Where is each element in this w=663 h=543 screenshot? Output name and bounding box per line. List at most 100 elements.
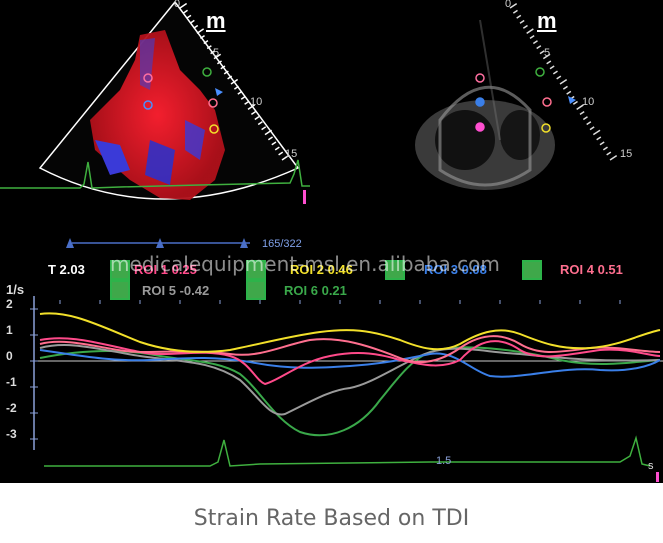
roi-6-toggle[interactable] [246, 280, 266, 300]
roi-5-curve [39, 344, 661, 416]
roi-2-curve [39, 312, 661, 353]
depth-tick [559, 78, 568, 85]
depth-tick [267, 136, 273, 141]
roi-3-toggle[interactable] [385, 260, 405, 280]
left-depth-5: 5 [213, 47, 220, 59]
roi-3-label: ROI 3 0.08 [424, 262, 487, 277]
y-tick: -3 [6, 427, 17, 441]
depth-tick [210, 50, 216, 55]
depth-tick [179, 2, 188, 9]
depth-tick [230, 78, 239, 85]
roi-2-toggle[interactable] [246, 260, 266, 280]
depth-tick [203, 40, 209, 45]
depth-tick [519, 19, 525, 24]
depth-tick [223, 70, 229, 75]
depth-tick [281, 154, 290, 161]
left-depth-10: 10 [250, 96, 263, 108]
depth-tick [250, 110, 256, 116]
left-m-logo: m [206, 8, 226, 33]
y-tick: 0 [6, 349, 13, 363]
roi-3-curve [39, 349, 661, 378]
depth-tick [529, 35, 535, 40]
cine-timeline[interactable] [60, 234, 260, 252]
depth-tick [227, 75, 233, 80]
depth-tick [196, 28, 205, 34]
right-depth-15: 15 [620, 148, 633, 160]
depth-tick [189, 19, 195, 24]
depth-tick [572, 100, 578, 105]
depth-tick [589, 126, 595, 131]
depth-tick [539, 50, 545, 55]
roi-1-curve [39, 337, 661, 386]
caption: Strain Rate Based on TDI [193, 506, 470, 531]
depth-tick [522, 24, 528, 29]
depth-tick [516, 14, 522, 19]
right-depth-5: 5 [544, 47, 551, 59]
depth-tick [271, 141, 277, 146]
tdi-sector-view [38, 0, 300, 200]
frame-counter: 165/322 [262, 238, 302, 250]
depth-tick [244, 100, 250, 105]
depth-tick [609, 154, 618, 161]
roi-4-label: ROI 4 0.51 [560, 262, 623, 277]
right-depth-10: 10 [582, 96, 595, 108]
x-axis-label: 1.5 [436, 455, 452, 467]
bottom-ecg-trace [44, 435, 651, 467]
y-unit-label: 1/s [6, 282, 25, 297]
depth-tick [182, 9, 188, 14]
depth-tick [552, 70, 558, 75]
depth-tick [556, 75, 562, 80]
end-marker [656, 472, 659, 482]
depth-tick [254, 116, 260, 121]
bmode-sector-view [415, 2, 618, 190]
depth-tick [278, 151, 284, 156]
depth-tick [509, 2, 518, 9]
roi-6-curve [39, 346, 661, 437]
depth-tick [186, 14, 192, 19]
y-tick: 1 [6, 323, 13, 337]
depth-tick [542, 53, 551, 60]
depth-tick [526, 28, 534, 34]
depth-tick [582, 116, 588, 121]
top-ecg-trace [0, 159, 310, 204]
depth-tick [247, 104, 256, 110]
depth-tick [579, 111, 585, 116]
roi-1-label: ROI 1 0.25 [134, 262, 197, 277]
y-tick: 2 [6, 297, 13, 311]
y-tick: -2 [6, 401, 17, 415]
focus-arrow-icon [568, 96, 576, 104]
x-axis-end: s [648, 460, 654, 472]
ultrasound-screen: 0 5 10 15 m 0 5 10 15 m 165/322 T 2.03 R… [0, 0, 663, 483]
left-depth-0: 0 [174, 0, 181, 10]
roi-5-toggle[interactable] [110, 280, 130, 300]
depth-tick [206, 45, 212, 50]
depth-tick [606, 151, 612, 156]
right-depth-0: 0 [505, 0, 512, 10]
depth-tick [240, 95, 246, 100]
strain-rate-graph [30, 296, 663, 482]
depth-tick [512, 9, 518, 14]
roi-4-toggle[interactable] [522, 260, 542, 280]
roi-6-label: ROI 6 0.21 [284, 283, 347, 298]
roi-1-toggle[interactable] [110, 260, 130, 280]
depth-tick [199, 34, 205, 40]
depth-tick [532, 40, 538, 45]
depth-tick [261, 126, 267, 131]
depth-tick [233, 85, 239, 90]
y-tick: -1 [6, 375, 17, 389]
depth-tick [599, 141, 605, 146]
time-label: T 2.03 [48, 262, 85, 277]
focus-arrow-icon [215, 88, 223, 96]
depth-tick [264, 129, 273, 136]
depth-tick [193, 24, 199, 29]
depth-tick [237, 90, 243, 95]
depth-tick [562, 85, 568, 90]
depth-tick [602, 146, 608, 151]
depth-tick [274, 146, 280, 151]
depth-tick [220, 65, 226, 70]
watermark: medicalequipment-msl.en.alibaba.com [110, 252, 500, 276]
roi-4-curve [39, 335, 661, 364]
left-depth-15: 15 [285, 148, 298, 160]
depth-tick [586, 121, 592, 126]
right-m-logo: m [537, 8, 557, 33]
